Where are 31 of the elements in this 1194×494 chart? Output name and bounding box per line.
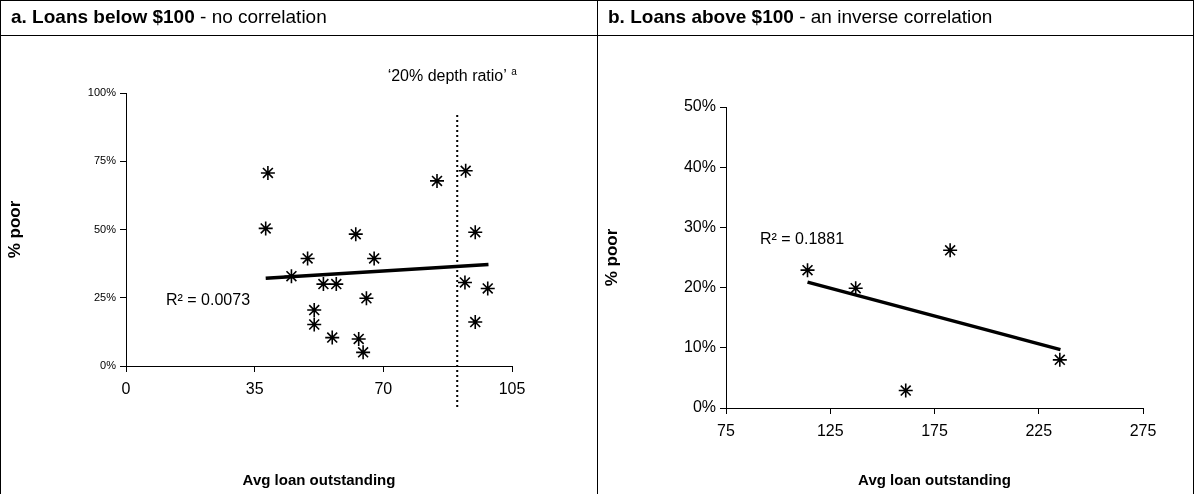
y-tick-label: 10% xyxy=(683,338,716,356)
ref-line-label: ‘20% depth ratio’ a xyxy=(387,65,518,84)
y-tick-label: 50% xyxy=(683,97,716,115)
x-tick-label: 75 xyxy=(717,422,735,440)
x-tick-label: 225 xyxy=(1025,422,1053,440)
annotation: R² = 0.0073 xyxy=(166,291,251,309)
y-tick-label: 30% xyxy=(683,217,716,235)
x-axis-title: Avg loan outstanding xyxy=(242,471,396,489)
chart-subtitle: - no correlation xyxy=(199,6,327,27)
x-axis-title: Avg loan outstanding xyxy=(858,471,1011,489)
y-tick-label: 0% xyxy=(100,359,117,372)
x-tick-label: 0 xyxy=(121,380,131,398)
y-tick-label: 20% xyxy=(683,278,716,296)
chart-title: a. Loans below $100 xyxy=(11,6,195,27)
y-tick-label: 0% xyxy=(692,398,716,416)
y-tick-label: 40% xyxy=(683,157,716,175)
y-tick-label: 100% xyxy=(87,86,117,99)
x-tick-label: 35 xyxy=(245,380,264,398)
chart-subtitle: - an inverse correlation xyxy=(798,6,993,27)
x-tick-label: 275 xyxy=(1129,422,1157,440)
y-axis-title: % poor xyxy=(601,228,621,287)
annotation: R² = 0.1881 xyxy=(760,230,845,248)
x-tick-label: 105 xyxy=(498,380,526,398)
x-tick-label: 175 xyxy=(921,422,948,440)
y-tick-label: 25% xyxy=(93,290,117,303)
x-tick-label: 125 xyxy=(816,422,844,440)
y-tick-label: 50% xyxy=(93,222,117,235)
x-tick-label: 70 xyxy=(374,380,393,398)
chart-title: b. Loans above $100 xyxy=(608,6,794,27)
y-tick-label: 75% xyxy=(93,154,117,167)
y-axis-title: % poor xyxy=(4,200,24,259)
